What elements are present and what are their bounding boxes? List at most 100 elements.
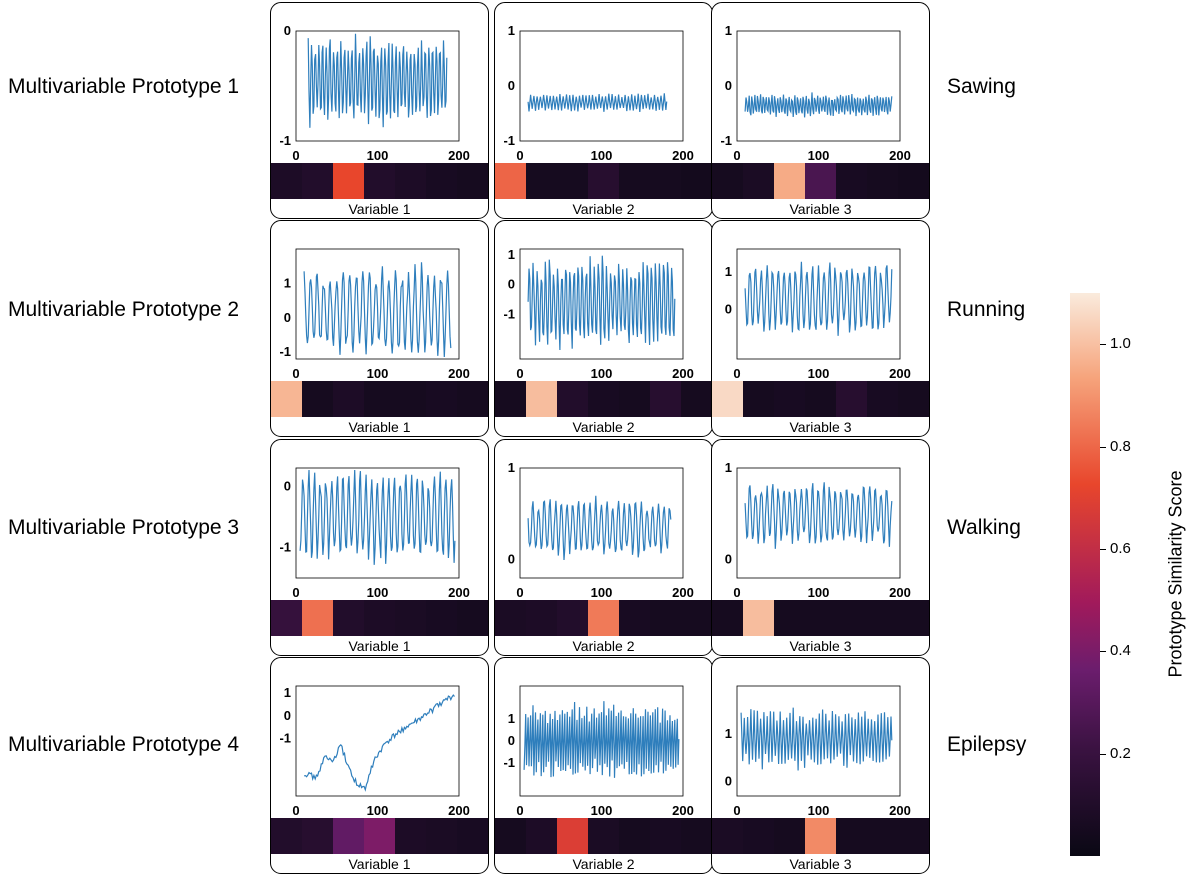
heat-segment bbox=[805, 600, 836, 636]
line-plot: 10-10 100 200 bbox=[503, 247, 693, 381]
variable-label: Variable 1 bbox=[348, 201, 411, 217]
x-tick-label: 200 bbox=[448, 803, 470, 818]
heat-segment bbox=[457, 163, 488, 199]
y-tick-label: 1 bbox=[725, 264, 732, 279]
x-tick-label: 0 bbox=[733, 366, 740, 381]
heat-segment bbox=[333, 381, 364, 417]
plot-frame bbox=[736, 467, 901, 579]
heat-segment bbox=[650, 163, 681, 199]
variable-label: Variable 2 bbox=[572, 638, 635, 654]
heat-segment bbox=[302, 381, 333, 417]
colorbar-tick-label: 1.0 bbox=[1110, 335, 1131, 353]
heat-segment bbox=[526, 381, 557, 417]
plot-frame bbox=[295, 248, 460, 360]
plot-frame bbox=[736, 30, 901, 142]
heat-segment bbox=[395, 381, 426, 417]
series-line bbox=[307, 33, 448, 128]
heat-segment bbox=[743, 818, 774, 854]
heat-segment bbox=[774, 600, 805, 636]
colorbar-title: Prototype Similarity Score bbox=[1165, 470, 1186, 678]
heat-segment bbox=[457, 381, 488, 417]
y-tick-label: -1 bbox=[720, 133, 732, 148]
heat-segment bbox=[619, 818, 650, 854]
line-plot: 100 100 200 bbox=[725, 248, 911, 381]
heat-segment bbox=[557, 600, 588, 636]
heat-segment bbox=[426, 818, 457, 854]
y-tick-label: 1 bbox=[508, 23, 515, 38]
similarity-heat-strip bbox=[712, 600, 929, 636]
heat-segment bbox=[743, 600, 774, 636]
x-tick-label: 100 bbox=[808, 366, 830, 381]
heat-segment bbox=[395, 600, 426, 636]
x-tick-label: 200 bbox=[889, 803, 911, 818]
plot-frame bbox=[295, 685, 460, 797]
panel-row2-variable3: 1 0 0 100 200 Variable 3 bbox=[711, 220, 930, 437]
heat-segment bbox=[526, 818, 557, 854]
y-tick-label: 1 bbox=[725, 726, 732, 741]
line-plot: 100 100 200 bbox=[508, 460, 694, 600]
series-line bbox=[299, 469, 456, 565]
y-tick-label: -1 bbox=[279, 731, 291, 746]
plot-frame bbox=[519, 467, 684, 579]
panel-row2-variable1: 1 0 -1 0 100 200 Variable 1 bbox=[270, 220, 489, 437]
x-tick-label: 100 bbox=[591, 585, 613, 600]
x-tick-label: 0 bbox=[292, 585, 299, 600]
panel-row3-variable1: 0 -1 0 100 200 Variable 1 bbox=[270, 439, 489, 656]
y-tick-label: 1 bbox=[284, 275, 291, 290]
similarity-heat-strip bbox=[271, 163, 488, 199]
x-tick-label: 100 bbox=[591, 148, 613, 163]
heat-segment bbox=[364, 818, 395, 854]
panel-row4-variable2: 1 0 -1 0 100 200 Variable 2 bbox=[494, 657, 713, 874]
plot-frame bbox=[295, 467, 460, 579]
x-tick-label: 0 bbox=[292, 803, 299, 818]
heat-segment bbox=[364, 600, 395, 636]
x-tick-label: 200 bbox=[672, 585, 694, 600]
heat-segment bbox=[495, 600, 526, 636]
variable-label: Variable 2 bbox=[572, 419, 635, 435]
heat-segment bbox=[712, 600, 743, 636]
heat-segment bbox=[457, 600, 488, 636]
heat-segment bbox=[898, 381, 929, 417]
x-tick-label: 100 bbox=[591, 803, 613, 818]
heat-segment bbox=[712, 818, 743, 854]
y-tick-label: 0 bbox=[725, 552, 732, 567]
variable-label: Variable 3 bbox=[789, 419, 852, 435]
line-plot: 0 -1 0 100 200 bbox=[279, 467, 470, 600]
y-tick-label: -1 bbox=[503, 306, 515, 321]
line-plot: 10-10 100 200 bbox=[720, 23, 910, 163]
plot-frame bbox=[295, 30, 460, 142]
row-title: Multivariable Prototype 2 bbox=[8, 298, 240, 321]
y-tick-label: -1 bbox=[279, 539, 291, 554]
heat-segment bbox=[898, 818, 929, 854]
similarity-heat-strip bbox=[271, 381, 488, 417]
variable-label: Variable 3 bbox=[789, 856, 852, 872]
series-line bbox=[303, 262, 452, 358]
y-tick-label: 1 bbox=[508, 711, 515, 726]
heat-segment bbox=[395, 163, 426, 199]
colorbar-tick-label: 0.4 bbox=[1110, 642, 1131, 660]
line-plot: 10-10 100 200 bbox=[503, 685, 694, 818]
heat-segment bbox=[457, 818, 488, 854]
colorbar-tick bbox=[1100, 753, 1106, 755]
heat-segment bbox=[333, 163, 364, 199]
y-tick-label: 1 bbox=[508, 247, 515, 262]
heat-segment bbox=[805, 818, 836, 854]
heat-segment bbox=[681, 381, 712, 417]
heat-segment bbox=[302, 600, 333, 636]
row-title: Multivariable Prototype 3 bbox=[8, 516, 240, 539]
y-tick-label: -1 bbox=[503, 133, 515, 148]
x-tick-label: 200 bbox=[889, 366, 911, 381]
panel-row3-variable3: 1 0 0 100 200 Variable 3 bbox=[711, 439, 930, 656]
class-label: Epilepsy bbox=[947, 733, 1027, 756]
variable-label: Variable 3 bbox=[789, 638, 852, 654]
series-line bbox=[744, 261, 893, 336]
heat-segment bbox=[836, 163, 867, 199]
heat-segment bbox=[867, 163, 898, 199]
y-tick-label: 1 bbox=[725, 460, 732, 475]
heat-segment bbox=[681, 818, 712, 854]
plot-frame bbox=[519, 30, 684, 142]
line-plot: 100 100 200 bbox=[725, 685, 911, 818]
y-tick-label: 0 bbox=[508, 733, 515, 748]
y-tick-label: 0 bbox=[725, 302, 732, 317]
heat-segment bbox=[619, 381, 650, 417]
